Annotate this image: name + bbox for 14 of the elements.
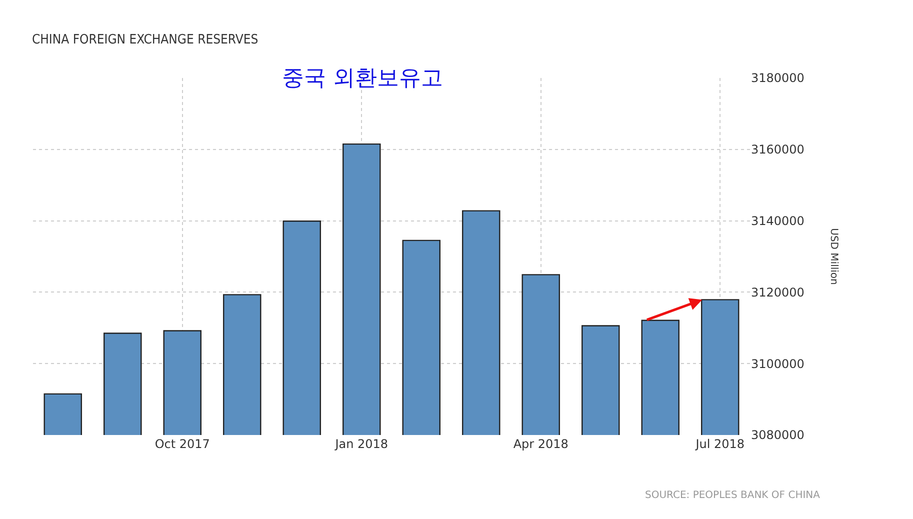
y-tick-label: 3180000 (751, 71, 804, 86)
y-tick-label: 3100000 (751, 356, 804, 371)
x-tick-label: Jul 2018 (694, 437, 745, 451)
y-tick-label: 3140000 (751, 214, 804, 228)
x-tick-label: Apr 2018 (513, 437, 568, 451)
x-tick-label: Jan 2018 (334, 437, 388, 451)
chart-subtitle: 중국 외환보유고 (282, 66, 443, 91)
y-tick-label: 3120000 (751, 285, 804, 300)
y-axis-title: USD Million (828, 228, 839, 285)
x-tick-label: Oct 2017 (154, 437, 210, 451)
chart-title: CHINA FOREIGN EXCHANGE RESERVES (32, 32, 258, 48)
y-tick-label: 3160000 (751, 142, 804, 157)
source-note: SOURCE: PEOPLES BANK OF CHINA (645, 490, 820, 501)
y-tick-label: 3080000 (751, 428, 804, 442)
